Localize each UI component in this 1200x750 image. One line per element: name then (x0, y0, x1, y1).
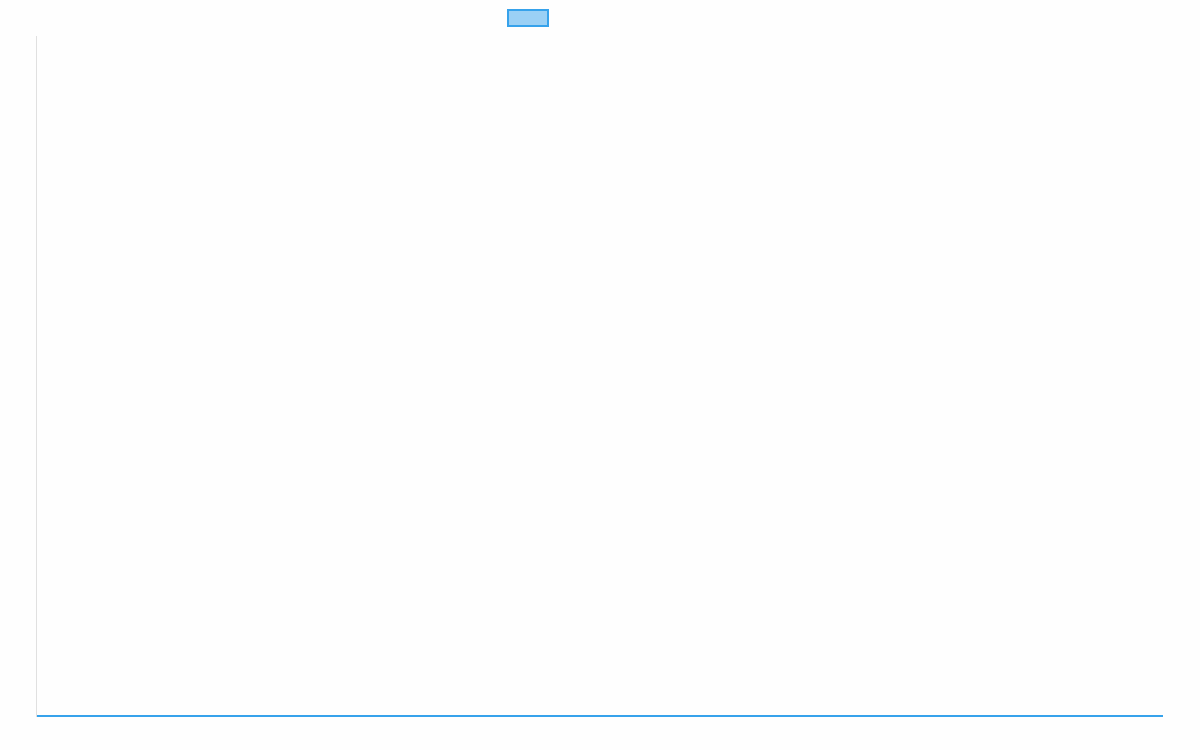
legend-swatch[interactable] (507, 9, 549, 27)
